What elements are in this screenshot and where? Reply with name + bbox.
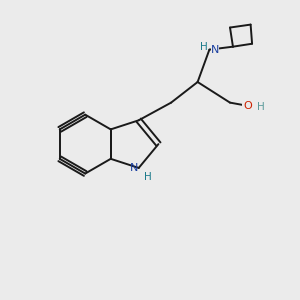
Text: H: H — [257, 102, 265, 112]
Text: O: O — [243, 100, 252, 111]
Text: N: N — [211, 45, 219, 55]
Text: H: H — [200, 42, 208, 52]
Text: H: H — [144, 172, 152, 182]
Text: N: N — [130, 163, 139, 173]
